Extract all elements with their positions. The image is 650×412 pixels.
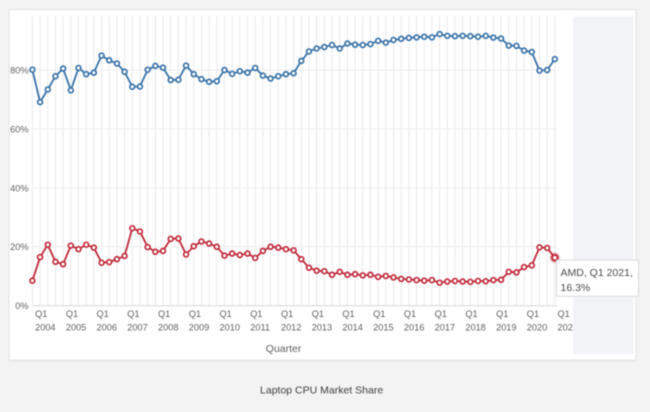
svg-text:2011: 2011 bbox=[250, 323, 270, 333]
svg-text:Q1: Q1 bbox=[465, 309, 477, 319]
svg-text:60%: 60% bbox=[10, 124, 28, 134]
svg-text:2020: 2020 bbox=[527, 323, 547, 333]
svg-text:2013: 2013 bbox=[312, 323, 332, 333]
svg-text:Q1: Q1 bbox=[558, 309, 570, 319]
svg-text:Q1: Q1 bbox=[250, 309, 262, 319]
svg-text:2014: 2014 bbox=[342, 323, 362, 333]
svg-text:Q1: Q1 bbox=[435, 309, 447, 319]
svg-text:2021: 2021 bbox=[558, 323, 578, 333]
svg-text:AMD, Q1 2021,: AMD, Q1 2021, bbox=[561, 267, 633, 279]
svg-text:Q1: Q1 bbox=[66, 309, 78, 319]
svg-text:Q1: Q1 bbox=[496, 309, 508, 319]
svg-text:Q1: Q1 bbox=[219, 309, 231, 319]
svg-text:Laptop CPU Market Share: Laptop CPU Market Share bbox=[260, 385, 383, 397]
svg-text:Q1: Q1 bbox=[527, 309, 539, 319]
svg-text:Q1: Q1 bbox=[281, 309, 293, 319]
svg-text:20%: 20% bbox=[10, 242, 28, 252]
svg-text:Q1: Q1 bbox=[342, 309, 354, 319]
svg-text:16.3%: 16.3% bbox=[561, 282, 591, 294]
svg-text:2004: 2004 bbox=[35, 323, 55, 333]
svg-text:2016: 2016 bbox=[404, 323, 424, 333]
svg-text:Q1: Q1 bbox=[189, 309, 201, 319]
svg-text:Quarter: Quarter bbox=[266, 343, 302, 355]
svg-text:2010: 2010 bbox=[219, 323, 239, 333]
svg-text:2006: 2006 bbox=[97, 323, 117, 333]
svg-text:Q1: Q1 bbox=[312, 309, 324, 319]
svg-text:0%: 0% bbox=[15, 301, 28, 311]
svg-text:2005: 2005 bbox=[66, 323, 86, 333]
svg-text:2007: 2007 bbox=[127, 323, 147, 333]
svg-text:2008: 2008 bbox=[158, 323, 178, 333]
svg-text:2019: 2019 bbox=[496, 323, 516, 333]
svg-text:Q1: Q1 bbox=[373, 309, 385, 319]
svg-text:2017: 2017 bbox=[435, 323, 455, 333]
svg-text:Q1: Q1 bbox=[404, 309, 416, 319]
svg-text:Q1: Q1 bbox=[35, 309, 47, 319]
svg-text:80%: 80% bbox=[10, 65, 28, 75]
svg-text:2015: 2015 bbox=[373, 323, 393, 333]
svg-text:Q1: Q1 bbox=[97, 309, 109, 319]
svg-text:2012: 2012 bbox=[281, 323, 301, 333]
svg-text:2018: 2018 bbox=[465, 323, 485, 333]
svg-text:2009: 2009 bbox=[189, 323, 209, 333]
svg-text:Q1: Q1 bbox=[127, 309, 139, 319]
svg-text:Q1: Q1 bbox=[158, 309, 170, 319]
svg-text:40%: 40% bbox=[10, 183, 28, 193]
